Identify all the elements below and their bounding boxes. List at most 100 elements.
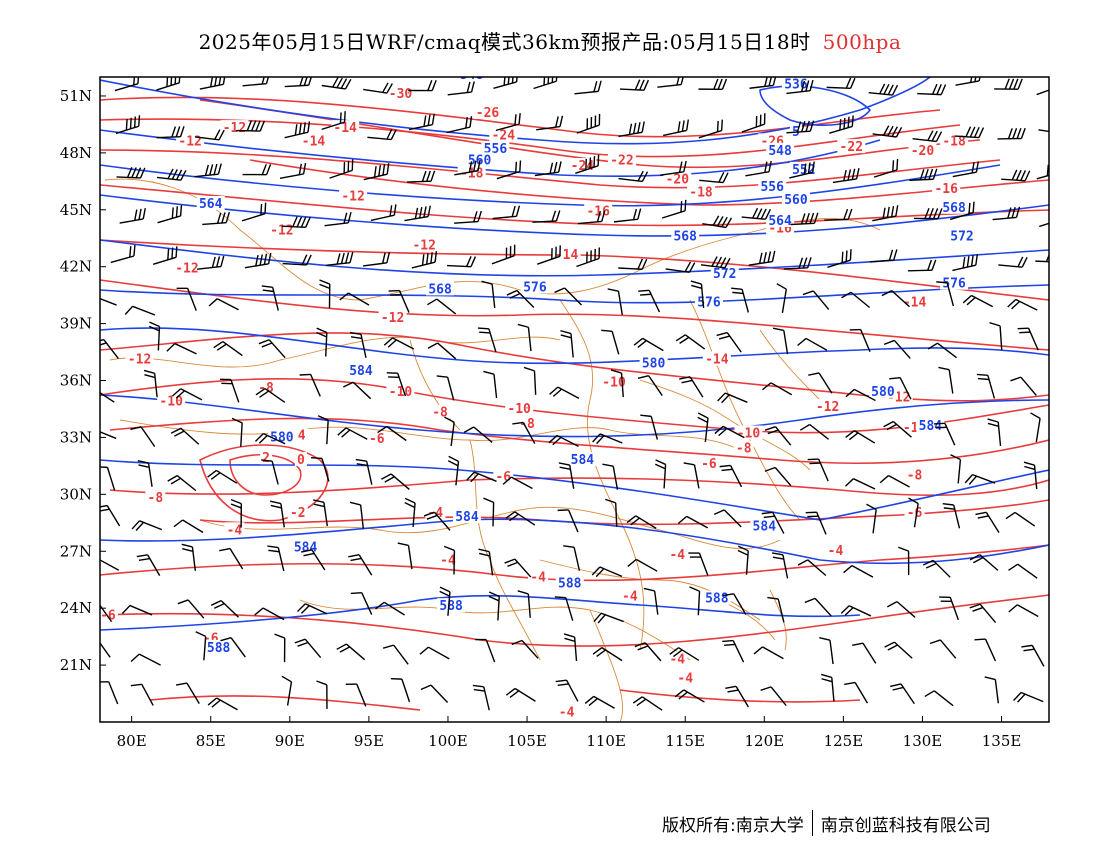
wind-barb [1007,298,1038,311]
wind-barb [207,469,238,484]
wind-barb [481,280,496,309]
wind-barb [100,391,115,403]
wind-barb [974,638,997,662]
wind-barb [130,426,156,448]
plot-area: -12-12-14-14-30-26-24-18-12-12-12-12-24-… [100,68,1049,722]
wind-barb [683,462,700,489]
wind-barb [463,426,493,443]
wind-barb [181,543,197,571]
wind-barb [172,388,203,401]
wind-barb [136,554,161,576]
wind-barb [797,337,828,351]
contour-label: -12 [381,311,404,326]
wind-barb [207,697,238,711]
wind-barb [610,369,624,398]
wind-barb [1023,461,1038,490]
wind-barb [478,548,494,576]
contour-label: -8 [148,491,164,506]
wind-barb [689,586,701,616]
wind-barb [454,159,481,176]
contour-label-bg [758,178,787,193]
contour-label-bg [556,704,577,719]
contour-label-bg [196,196,225,210]
wind-barb [349,501,365,529]
contour-label-bg [687,184,716,199]
wind-barb [881,289,910,308]
contour-label: 568 [673,229,697,244]
wind-barb [879,474,910,488]
contour-label-bg [346,362,375,377]
contour-label-bg [410,237,439,252]
contour-label: -12 [412,239,435,254]
wind-barb [819,636,834,665]
contour-label-bg [671,228,700,243]
contour-label-bg [750,518,779,533]
wind-barb [675,334,706,350]
wind-barb [998,256,1028,268]
contour-label: 584 [571,453,595,468]
wind-barb [802,290,830,310]
contour-label: -8 [519,417,535,432]
wind-barb [375,601,405,616]
contour-label-bg [667,546,688,561]
contour-label-bg [813,398,842,413]
wind-barb [281,675,293,706]
contour-label-bg [663,171,692,186]
contour-label-bg [710,266,739,281]
wind-barb [202,211,231,226]
wind-barb [872,125,903,138]
contour-label-bg [299,133,328,148]
wind-barb [388,289,410,313]
wind-barb [909,168,938,181]
wind-barb [119,207,146,224]
wind-barb [176,287,197,311]
contour-label: 576 [697,296,721,311]
contour-label-bg [619,588,640,603]
wind-barb [329,159,354,179]
wind-barb [913,208,943,220]
wind-barb [554,287,582,306]
wind-barb [997,127,1026,140]
wind-barb [355,458,373,485]
contour-label: -10 [602,375,626,390]
wind-barb [495,113,521,132]
title-main: 2025年05月15日WRF/cmaq模式36km预报产品:05月15日18时 [198,30,811,54]
contour-label: -16 [934,182,958,197]
wind-barb [700,256,731,269]
wind-barb [954,126,985,139]
contour-label: -10 [507,402,531,417]
contour-label-bg [452,509,481,524]
wind-barb [602,463,619,490]
contour-label-bg [481,140,510,155]
wind-barb [321,77,352,90]
wind-barb [1010,376,1037,396]
wind-barb [969,554,999,571]
wind-barb [281,216,311,229]
contour-label: 576 [523,280,547,295]
contour-label-bg [667,651,688,666]
wind-barb [845,388,876,402]
wind-barb [195,129,225,141]
contour-label: -4 [677,671,693,686]
contour-label-bg [948,228,977,243]
wind-barb [917,83,947,96]
wind-barb [439,586,451,616]
wind-barb [1008,604,1039,618]
contour-label-bg [940,199,969,214]
wind-barb [824,208,853,221]
wind-barb [383,337,415,350]
contour-label: 572 [950,229,973,244]
contour-label: -4 [622,590,638,605]
contour-label: -18 [460,167,484,182]
wind-barb [908,259,937,272]
contour-label-bg [520,279,549,294]
wind-barb [502,476,533,490]
wind-barb [492,205,521,220]
contour-label-bg [639,355,668,370]
wind-barb [627,558,658,572]
contour-label: 548 [460,68,484,83]
lon-tick-label: 125E [824,732,864,750]
wind-barb [443,545,456,575]
contour-label: 536 [784,77,808,92]
wind-barb [491,244,516,265]
